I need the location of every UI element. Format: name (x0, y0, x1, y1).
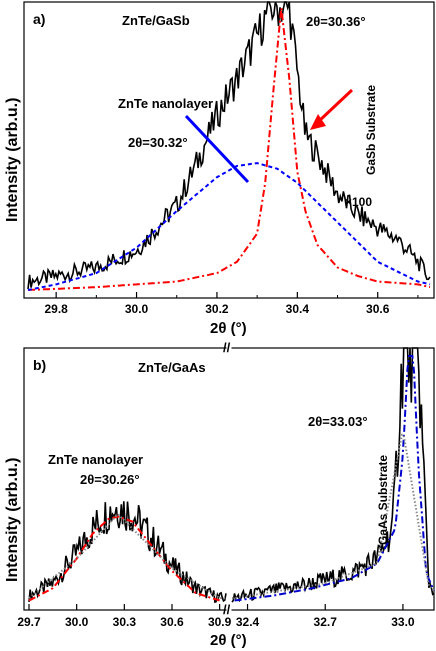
panel-b-nanolayer-name: ZnTe nanolayer (48, 452, 143, 467)
panel-a-sample-label: ZnTe/GaSb (122, 13, 190, 28)
panel-b-xtick-label: 33.0 (391, 615, 415, 629)
panel-b: 29.7 30.0 30.3 30.6 30.9 32.4 32.7 33.0 b) ZnTe… (17, 340, 435, 649)
panel-b-break-gap-top (226, 346, 232, 350)
panel-a-xtick-label: 29.8 (44, 302, 68, 316)
panel-b-xtick-label: 30.0 (65, 615, 89, 629)
panel-b-axis-break-bottom: // (223, 602, 231, 617)
panel-a-xtick-label: 30.2 (205, 302, 229, 316)
panel-b-nanolayer-peak: 2θ=30.26° (80, 472, 140, 487)
panel-a-nanolayer-name: ZnTe nanolayer (118, 96, 213, 111)
panel-b-xtick-label: 30.3 (113, 615, 137, 629)
panel-a-substrate-name: GaSb Substrate (364, 85, 378, 175)
substrate-arrow-head (310, 114, 326, 130)
panel-a-xlabel: 2θ (°) (210, 320, 247, 337)
panel-b-axis-break-top: // (223, 340, 231, 355)
panel-a-frame (23, 1, 435, 299)
panel-a-xtick-label: 30.6 (366, 302, 390, 316)
panel-b-xtick-label: 30.6 (160, 615, 184, 629)
panel-b-substrate-name: GaAs Substrate (376, 455, 390, 545)
panel-b-series-3 (28, 513, 226, 600)
panel-b-xtick-label: 32.4 (236, 615, 260, 629)
panel-a-series-0 (27, 1, 431, 290)
panel-b-break-gap-bottom (226, 608, 232, 612)
panel-b-xlabel: 2θ (°) (210, 632, 247, 649)
panel-a-series-2 (27, 162, 431, 291)
panel-a: 29.8 30.0 30.2 30.4 30.6 a) ZnTe/GaSb 2θ=30.… (23, 1, 435, 337)
panel-b-series-0 (231, 347, 435, 603)
panel-a-substrate-peak: 2θ=30.36° (306, 14, 366, 29)
panel-b-sample-label: ZnTe/GaAs (138, 360, 206, 375)
panel-b-substrate-peak: 2θ=33.03° (308, 414, 368, 429)
panel-b-ylabel: Intensity (arb.u.) (4, 458, 21, 582)
nanolayer-pointer-arrow (184, 114, 250, 184)
panel-b-series-0 (28, 501, 227, 604)
panel-b-series-3 (232, 433, 435, 600)
panel-a-xtick-label: 30.4 (286, 302, 310, 316)
panel-a-xtick-label: 30.0 (125, 302, 149, 316)
panel-b-xtick-label: 29.7 (17, 615, 41, 629)
panel-b-xtick-label: 30.9 (208, 615, 232, 629)
panel-b-xtick-label: 32.7 (314, 615, 338, 629)
panel-a-label: a) (33, 11, 45, 27)
panel-b-series-1 (28, 515, 220, 602)
panel-a-ylabel: Intensity (arb.u.) (4, 98, 21, 222)
panel-a-nanolayer-peak: 2θ=30.32° (128, 135, 188, 150)
panel-b-series-2 (234, 355, 435, 602)
panel-a-scale-label: ×100 (345, 195, 372, 209)
substrate-pointer-arrow (316, 88, 354, 124)
panel-b-label: b) (33, 357, 46, 373)
